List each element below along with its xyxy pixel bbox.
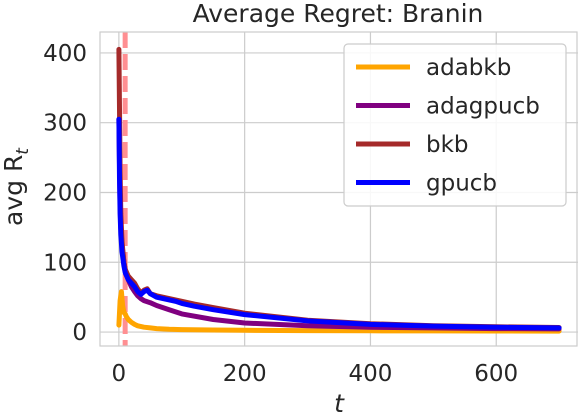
y-axis-label: avg Rt	[0, 147, 33, 226]
plot-frame	[99, 31, 578, 347]
x-tick-label: 600	[474, 361, 518, 387]
series-line-adabkb	[116, 289, 562, 334]
chart-title: Average Regret: Branin	[193, 0, 484, 28]
series-group	[116, 46, 562, 334]
legend-label-bkb: bkb	[426, 132, 469, 158]
x-axis-label: t	[334, 389, 345, 418]
legend-label-adabkb: adabkb	[426, 55, 511, 81]
y-tick-label: 200	[43, 180, 87, 206]
series-line-gpucb	[116, 116, 562, 331]
y-tick-label: 100	[43, 250, 87, 276]
y-axis-label-subscript: t	[13, 147, 33, 155]
x-tick-label: 200	[223, 361, 267, 387]
x-tick-label: 0	[112, 361, 127, 387]
y-tick-label: 0	[72, 320, 87, 346]
legend-frame	[343, 43, 567, 207]
y-axis-label-main: avg R	[0, 155, 28, 226]
x-tick-label: 400	[348, 361, 392, 387]
legend-label-gpucb: gpucb	[426, 171, 497, 197]
y-tick-label: 300	[43, 111, 87, 137]
axes-frame	[99, 31, 578, 347]
legend-label-adagpucb: adagpucb	[426, 94, 540, 120]
y-tick-label: 400	[43, 41, 87, 67]
legend: adabkb adagpucb bkb gpucb	[343, 43, 567, 207]
tick-labels: 0 200 400 600 0 100 200 300 400	[43, 41, 518, 387]
